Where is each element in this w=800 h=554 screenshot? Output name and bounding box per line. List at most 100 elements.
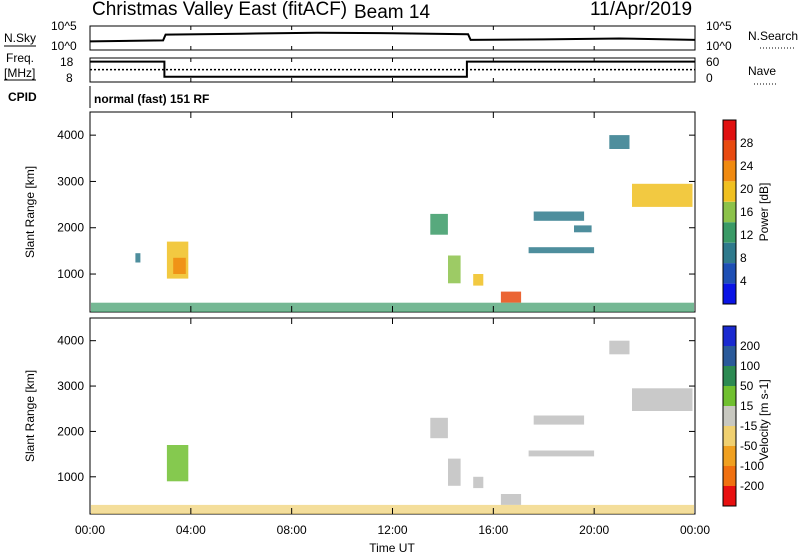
y-tick-label: 3000 [57,174,84,188]
scatter-patch [632,183,693,207]
scatter-patch [500,291,522,303]
colorbar-swatch [723,466,736,486]
colorbar-swatch [723,242,736,264]
beam-label: Beam 14 [354,2,430,23]
power-ylabel: Slant Range [km] [23,166,37,258]
scatter-patch [173,257,186,274]
time-tick-label: 00:00 [75,523,105,537]
noise-left-tick-top: 10^5 [51,19,77,33]
y-tick-label: 1000 [57,470,84,484]
freq-right-tick-bottom: 0 [706,71,713,85]
colorbar-tick-label: -200 [740,479,764,493]
colorbar-swatch [723,366,736,386]
power-colorbar: 4 8 12 16 20 24 28 [722,119,754,305]
noise-right-tick-top: 10^5 [706,19,732,33]
scatter-patch [533,211,585,221]
colorbar-frame [722,325,737,507]
colorbar-tick-label: 200 [740,339,760,353]
time-tick-label: 20:00 [579,523,609,537]
time-axis-ticks: 00:00 04:00 08:00 12:00 16:00 20:00 00:00 [75,26,710,537]
y-tick-label: 1000 [57,267,84,281]
time-tick-label: 00:00 [680,523,710,537]
colorbar-swatch [723,160,736,182]
colorbar-swatch [723,201,736,223]
y-tick-label: 3000 [57,379,84,393]
velocity-colorbar-label: Velocity [m s-1] [757,379,771,460]
scatter-patch [528,247,595,254]
freq-label-line1: Freq. [6,51,34,65]
cpid-value: normal (fast) 151 RF [94,92,209,106]
power-colorbar-label: Power [dB] [757,183,771,242]
noise-right-tick-bottom: 10^0 [706,39,732,53]
nave-label: Nave [748,64,776,78]
noise-sky-line [89,31,696,43]
colorbar-tick-label: 28 [740,136,754,150]
colorbar-tick-label: 50 [740,379,754,393]
scatter-patch [135,253,141,263]
scatter-patch [533,415,585,425]
time-tick-label: 04:00 [176,523,206,537]
colorbar-tick-label: 15 [740,399,754,413]
noise-left-label: N.Sky [4,31,36,45]
power-panel-frame [89,111,696,313]
y-tick-label: 4000 [57,128,84,142]
colorbar-swatch [723,263,736,284]
colorbar-swatch [723,140,736,161]
colorbar-tick-label: -15 [740,419,758,433]
noise-left-tick-bottom: 10^0 [51,39,77,53]
colorbar-frame [722,119,737,305]
date-label: 11/Apr/2019 [590,0,692,20]
colorbar-tick-label: 12 [740,228,754,242]
velocity-panel-frame [89,317,696,515]
time-tick-label: 16:00 [478,523,508,537]
velocity-ylabel: Slant Range [km] [23,370,37,462]
freq-label-line2: [MHz] [4,66,35,80]
freq-right-tick-top: 60 [706,55,720,69]
colorbar-tick-label: 8 [740,251,747,265]
colorbar-tick-label: -100 [740,459,764,473]
scatter-patch [473,476,484,489]
scatter-patch [473,274,484,286]
scatter-patch [430,213,448,235]
cpid-label: CPID [8,90,37,104]
scatter-patch [609,340,630,355]
colorbar-swatch [723,181,736,202]
power-y-ticks: 1000 2000 3000 4000 [57,128,695,281]
colorbar-tick-label: 20 [740,182,754,196]
freq-line [90,60,695,78]
colorbar-swatch [723,222,736,243]
freq-left-tick-top: 18 [60,55,74,69]
time-tick-label: 12:00 [377,523,407,537]
colorbar-swatch [723,486,736,506]
colorbar-swatch [723,426,736,446]
scatter-patch [500,494,522,505]
noise-right-label: N.Search [748,29,798,43]
colorbar-swatch [723,346,736,366]
colorbar-swatch [723,326,736,346]
freq-panel: Freq. [MHz] 18 8 60 0 Nave [4,51,776,85]
y-tick-label: 4000 [57,334,84,348]
colorbar-swatch [723,446,736,466]
scatter-patch [528,450,595,457]
colorbar-tick-label: 4 [740,274,747,288]
plot-title: Christmas Valley East (fitACF) [92,0,347,20]
colorbar-swatch [723,386,736,406]
scatter-patch [574,225,592,233]
colorbar-tick-label: 24 [740,159,754,173]
time-tick-label: 08:00 [277,523,307,537]
colorbar-tick-label: 100 [740,359,760,373]
colorbar-swatch [723,406,736,426]
velocity-panel: 1000 2000 3000 4000 Slant Range [km] 200 100… [23,317,771,515]
power-panel: 1000 2000 3000 4000 Slant Range [km] 4 8 12 16… [23,111,771,313]
velocity-y-ticks: 1000 2000 3000 4000 [57,334,695,484]
scatter-patch [166,445,189,482]
freq-left-tick-bottom: 8 [66,71,73,85]
y-tick-label: 2000 [57,424,84,438]
colorbar-tick-label: -50 [740,439,758,453]
colorbar-swatch [723,120,736,141]
colorbar-swatch [723,283,736,304]
scatter-patch [448,458,461,486]
scatter-patch [609,135,630,149]
y-tick-label: 2000 [57,221,84,235]
